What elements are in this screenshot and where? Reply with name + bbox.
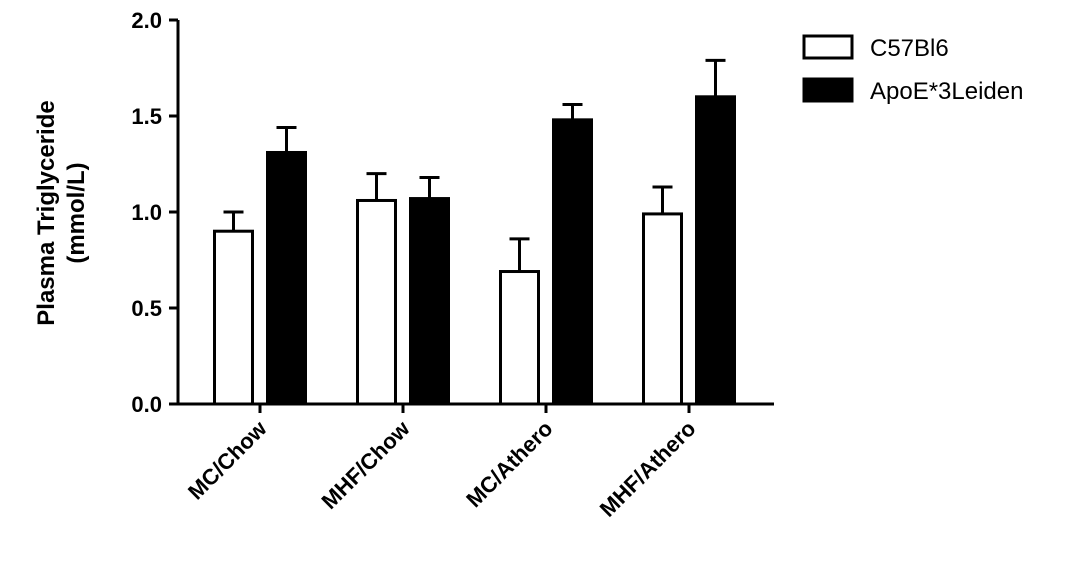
y-tick-label: 0.5 bbox=[131, 296, 162, 321]
bar-series bbox=[213, 58, 736, 406]
bar bbox=[266, 150, 307, 406]
y-axis-title: Plasma Triglyceride (mmol/L) bbox=[33, 100, 90, 325]
x-tick-label: MC/Athero bbox=[461, 416, 557, 512]
legend-swatch bbox=[802, 34, 854, 60]
bar bbox=[642, 212, 683, 406]
y-axis: 0.0 0.5 1.0 1.5 2.0 bbox=[131, 8, 180, 417]
y-tick-label: 1.5 bbox=[131, 104, 162, 129]
x-tick-label: MC/Chow bbox=[183, 415, 272, 504]
legend-label: C57Bl6 bbox=[870, 35, 949, 62]
bar bbox=[552, 118, 593, 406]
x-tick-label: MHF/Chow bbox=[316, 415, 415, 514]
y-axis-title-line1: Plasma Triglyceride bbox=[33, 100, 60, 325]
y-tick-label: 1.0 bbox=[131, 200, 162, 225]
legend-swatch bbox=[802, 77, 854, 103]
legend-label: ApoE*3Leiden bbox=[870, 78, 1023, 105]
bar bbox=[409, 197, 450, 406]
bar bbox=[499, 270, 540, 406]
y-axis-title-line2: (mmol/L) bbox=[63, 162, 90, 263]
legend: C57Bl6 ApoE*3Leiden bbox=[802, 34, 1023, 105]
bar bbox=[356, 198, 397, 406]
y-tick-label: 2.0 bbox=[131, 8, 162, 33]
x-axis: MC/Chow MHF/Chow MC/Athero MHF/Athero bbox=[178, 402, 774, 522]
bar bbox=[695, 95, 736, 406]
y-tick-label: 0.0 bbox=[131, 392, 162, 417]
x-tick-label: MHF/Athero bbox=[595, 416, 701, 522]
bar bbox=[213, 229, 254, 406]
